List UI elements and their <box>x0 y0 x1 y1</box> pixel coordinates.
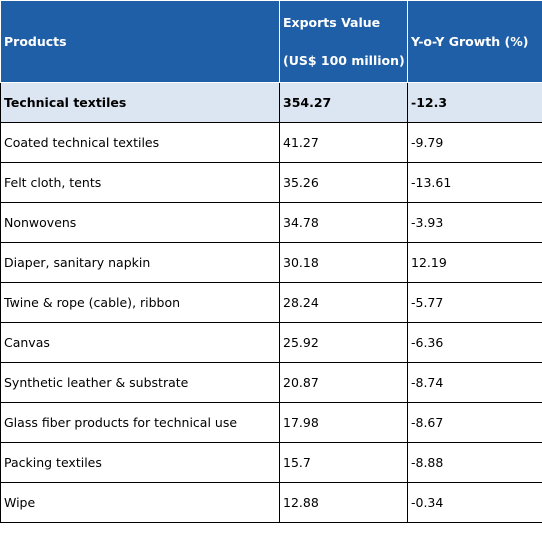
cell-value: 28.24 <box>279 282 408 323</box>
cell-growth: -8.88 <box>407 442 542 483</box>
header-exports-value: Exports Value (US$ 100 million) <box>279 0 408 83</box>
table-row: Diaper, sanitary napkin 30.18 12.19 <box>0 242 542 283</box>
cell-growth: -8.74 <box>407 362 542 403</box>
header-growth: Y-o-Y Growth (%) <box>407 0 542 83</box>
cell-product: Technical textiles <box>0 82 280 123</box>
cell-growth: -0.34 <box>407 482 542 523</box>
cell-growth: -12.3 <box>407 82 542 123</box>
cell-growth: 12.19 <box>407 242 542 283</box>
cell-value: 25.92 <box>279 322 408 363</box>
cell-value: 15.7 <box>279 442 408 483</box>
cell-growth: -6.36 <box>407 322 542 363</box>
cell-product: Diaper, sanitary napkin <box>0 242 280 283</box>
cell-value: 34.78 <box>279 202 408 243</box>
cell-product: Glass fiber products for technical use <box>0 402 280 443</box>
cell-value: 41.27 <box>279 122 408 163</box>
cell-value: 17.98 <box>279 402 408 443</box>
cell-value: 30.18 <box>279 242 408 283</box>
cell-value: 12.88 <box>279 482 408 523</box>
table-row: Coated technical textiles 41.27 -9.79 <box>0 122 542 163</box>
table-row: Glass fiber products for technical use 17… <box>0 402 542 443</box>
table-body: Technical textiles 354.27 -12.3 Coated tech… <box>0 82 542 523</box>
table-row: Synthetic leather & substrate 20.87 -8.74 <box>0 362 542 403</box>
header-row: Products Exports Value (US$ 100 million)… <box>0 0 542 83</box>
cell-growth: -9.79 <box>407 122 542 163</box>
exports-table: Products Exports Value (US$ 100 million)… <box>0 0 542 523</box>
header-exports-line1: Exports Value <box>283 14 381 30</box>
cell-growth: -8.67 <box>407 402 542 443</box>
table-row: Packing textiles 15.7 -8.88 <box>0 442 542 483</box>
table-row: Twine & rope (cable), ribbon 28.24 -5.77 <box>0 282 542 323</box>
cell-value: 20.87 <box>279 362 408 403</box>
cell-growth: -13.61 <box>407 162 542 203</box>
table-row-total: Technical textiles 354.27 -12.3 <box>0 82 542 123</box>
cell-value: 354.27 <box>279 82 408 123</box>
cell-product: Packing textiles <box>0 442 280 483</box>
cell-value: 35.26 <box>279 162 408 203</box>
table-row: Nonwovens 34.78 -3.93 <box>0 202 542 243</box>
header-products: Products <box>0 0 280 83</box>
cell-product: Synthetic leather & substrate <box>0 362 280 403</box>
cell-product: Wipe <box>0 482 280 523</box>
cell-growth: -5.77 <box>407 282 542 323</box>
cell-product: Felt cloth, tents <box>0 162 280 203</box>
cell-product: Nonwovens <box>0 202 280 243</box>
table-row: Canvas 25.92 -6.36 <box>0 322 542 363</box>
table-row: Wipe 12.88 -0.34 <box>0 482 542 523</box>
cell-product: Twine & rope (cable), ribbon <box>0 282 280 323</box>
cell-product: Canvas <box>0 322 280 363</box>
header-exports-line2: (US$ 100 million) <box>283 52 405 68</box>
cell-product: Coated technical textiles <box>0 122 280 163</box>
table-row: Felt cloth, tents 35.26 -13.61 <box>0 162 542 203</box>
cell-growth: -3.93 <box>407 202 542 243</box>
